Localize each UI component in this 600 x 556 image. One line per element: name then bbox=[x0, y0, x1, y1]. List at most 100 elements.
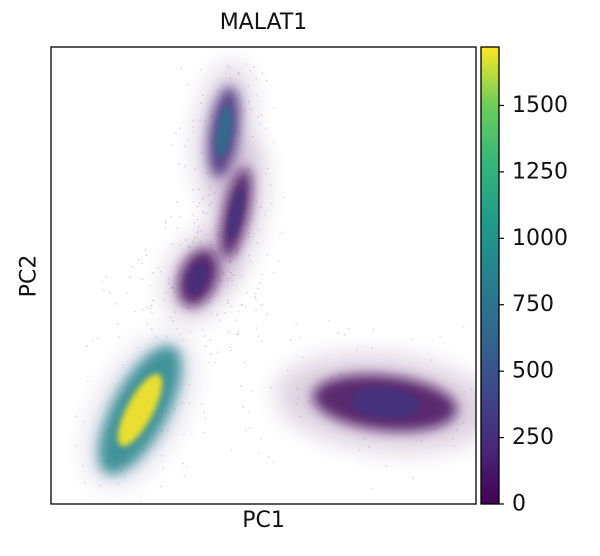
background-point bbox=[216, 38, 217, 39]
background-point bbox=[502, 339, 503, 340]
background-point bbox=[261, 303, 264, 306]
background-point bbox=[196, 232, 198, 234]
background-point bbox=[227, 302, 230, 304]
background-point bbox=[230, 349, 232, 352]
background-point bbox=[146, 306, 148, 309]
background-point bbox=[273, 272, 275, 274]
background-point bbox=[509, 338, 510, 339]
background-point bbox=[140, 500, 142, 502]
background-point bbox=[242, 406, 245, 408]
background-point bbox=[255, 327, 258, 329]
background-point bbox=[282, 196, 285, 199]
background-point bbox=[208, 361, 210, 364]
background-point bbox=[92, 340, 94, 342]
background-point bbox=[257, 452, 260, 455]
background-point bbox=[230, 449, 233, 451]
background-point bbox=[134, 310, 136, 313]
background-point bbox=[192, 189, 194, 191]
background-point bbox=[267, 167, 269, 170]
background-point bbox=[149, 307, 151, 310]
background-point bbox=[151, 312, 153, 314]
background-point bbox=[528, 391, 529, 392]
background-point bbox=[74, 415, 77, 418]
background-point bbox=[227, 299, 229, 301]
background-point bbox=[299, 337, 302, 339]
background-point bbox=[165, 227, 167, 229]
background-point bbox=[183, 339, 185, 341]
background-point bbox=[165, 220, 167, 222]
background-point bbox=[252, 66, 255, 68]
background-point bbox=[224, 312, 226, 314]
background-point bbox=[175, 201, 178, 203]
background-point bbox=[230, 305, 233, 308]
background-point bbox=[278, 260, 280, 262]
background-point bbox=[204, 335, 206, 337]
background-point bbox=[227, 330, 229, 332]
background-point bbox=[188, 402, 190, 405]
background-point bbox=[250, 260, 252, 263]
background-point bbox=[180, 67, 182, 70]
background-point bbox=[186, 466, 188, 468]
background-point bbox=[179, 334, 182, 336]
background-point bbox=[255, 309, 257, 312]
background-point bbox=[172, 320, 174, 322]
background-point bbox=[279, 233, 281, 235]
background-point bbox=[214, 361, 216, 364]
background-point bbox=[591, 412, 592, 413]
background-point bbox=[198, 202, 201, 205]
background-point bbox=[228, 332, 231, 334]
background-point bbox=[235, 333, 238, 335]
colorbar-tick-label: 1250 bbox=[512, 159, 568, 184]
background-point bbox=[328, 320, 330, 322]
background-point bbox=[572, 424, 573, 425]
background-point bbox=[267, 456, 270, 458]
background-point bbox=[237, 333, 239, 336]
background-point bbox=[210, 353, 212, 355]
background-point bbox=[505, 423, 506, 424]
background-point bbox=[261, 72, 264, 74]
background-point bbox=[144, 249, 147, 251]
background-point bbox=[196, 219, 199, 221]
background-point bbox=[410, 338, 413, 341]
background-point bbox=[192, 131, 195, 133]
colorbar-tick-label: 500 bbox=[512, 359, 554, 384]
background-point bbox=[256, 242, 259, 244]
background-point bbox=[207, 212, 209, 215]
background-point bbox=[202, 210, 204, 213]
background-point bbox=[259, 282, 261, 285]
background-point bbox=[151, 304, 153, 307]
background-point bbox=[337, 332, 339, 334]
background-point bbox=[200, 102, 202, 104]
background-point bbox=[183, 475, 185, 478]
background-point bbox=[517, 461, 518, 462]
colorbar-ticks: 0 250 500 750 1000 1250 1500 bbox=[499, 93, 568, 517]
background-point bbox=[184, 239, 187, 241]
background-point bbox=[136, 346, 139, 349]
background-point bbox=[189, 331, 191, 333]
background-point bbox=[171, 243, 173, 245]
background-point bbox=[126, 292, 129, 294]
background-point bbox=[257, 287, 260, 290]
cluster-5 bbox=[275, 353, 476, 453]
background-point bbox=[141, 278, 144, 281]
y-axis-label: PC2 bbox=[16, 254, 42, 298]
background-point bbox=[146, 322, 148, 325]
background-point bbox=[216, 313, 218, 316]
background-point bbox=[182, 463, 184, 465]
background-point bbox=[200, 69, 202, 71]
background-point bbox=[576, 409, 577, 410]
background-point bbox=[101, 281, 104, 283]
background-point bbox=[159, 270, 162, 273]
background-point bbox=[370, 347, 373, 349]
background-point bbox=[266, 313, 268, 316]
background-point bbox=[257, 335, 260, 337]
background-point bbox=[203, 412, 206, 414]
background-point bbox=[152, 299, 154, 302]
background-point bbox=[568, 366, 569, 367]
background-point bbox=[171, 533, 172, 534]
point-cloud bbox=[74, 38, 592, 534]
background-point bbox=[241, 304, 243, 306]
background-point bbox=[116, 303, 118, 305]
background-point bbox=[202, 431, 205, 434]
background-point bbox=[183, 433, 185, 436]
